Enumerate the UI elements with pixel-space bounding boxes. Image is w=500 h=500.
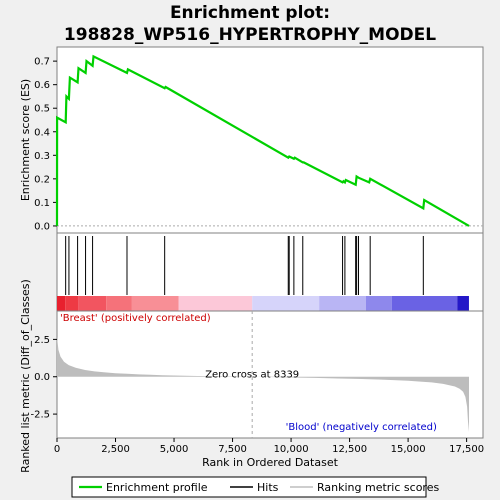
x-tick-label: 15,000	[391, 444, 426, 455]
x-axis: 0 2,500 5,000 7,500 10,000 12,500 15,000 17,500	[54, 438, 484, 455]
chart-title-line2: 198828_WP516_HYPERTROPHY_MODEL	[64, 25, 436, 45]
es-y-tick-label: 0.6	[34, 80, 50, 91]
x-tick-label: 2,500	[101, 444, 130, 455]
metric-y-tick-label: -2.5	[30, 410, 50, 421]
colorbar-segment	[178, 296, 253, 311]
es-y-tick-label: 0.4	[34, 127, 50, 138]
rank-colorbar	[57, 296, 469, 311]
es-y-tick-label: 0.0	[34, 221, 50, 232]
legend-label-hits: Hits	[257, 481, 279, 494]
es-y-tick-label: 0.1	[34, 198, 50, 209]
chart-title-line1: Enrichment plot:	[170, 3, 330, 23]
es-y-axis-label: Enrichment score (ES)	[19, 79, 32, 201]
colorbar-segment	[57, 296, 66, 311]
x-tick-label: 0	[54, 444, 60, 455]
hit-markers	[65, 236, 424, 295]
x-tick-label: 10,000	[274, 444, 309, 455]
colorbar-segment	[391, 296, 458, 311]
colorbar-segment	[78, 296, 107, 311]
colorbar-segment	[252, 296, 320, 311]
negative-class-label: 'Blood' (negatively correlated)	[286, 422, 437, 433]
positive-class-label: 'Breast' (positively correlated)	[60, 313, 211, 324]
legend-label-enrichment-profile: Enrichment profile	[106, 481, 208, 494]
es-y-tick-label: 0.5	[34, 104, 50, 115]
colorbar-segment	[131, 296, 179, 311]
metric-y-tick-label: 0.0	[34, 372, 50, 383]
colorbar-segment	[106, 296, 132, 311]
colorbar-segment	[457, 296, 469, 311]
x-tick-label: 17,500	[449, 444, 484, 455]
es-y-tick-label: 0.7	[34, 57, 50, 68]
colorbar-segment	[319, 296, 366, 311]
es-y-tick-label: 0.2	[34, 174, 50, 185]
enrichment-profile-line	[55, 54, 470, 227]
legend-label-ranking-metric: Ranking metric scores	[317, 481, 439, 494]
x-tick-label: 12,500	[332, 444, 367, 455]
colorbar-segment	[65, 296, 79, 311]
colorbar-segment	[365, 296, 392, 311]
x-tick-label: 7,500	[218, 444, 247, 455]
es-y-tick-label: 0.3	[34, 151, 50, 162]
metric-y-tick-label: 2.5	[34, 335, 50, 346]
x-axis-label: Rank in Ordered Dataset	[202, 456, 339, 469]
metric-y-axis: 2.5 0.0 -2.5	[30, 335, 57, 421]
es-y-axis: 0.0 0.1 0.2 0.3 0.4 0.5 0.6 0.7	[34, 57, 57, 232]
zero-cross-label: Zero cross at 8339	[205, 370, 299, 381]
x-tick-label: 5,000	[160, 444, 189, 455]
metric-y-axis-label: Ranked list metric (Diff_of_Classes)	[19, 279, 32, 473]
